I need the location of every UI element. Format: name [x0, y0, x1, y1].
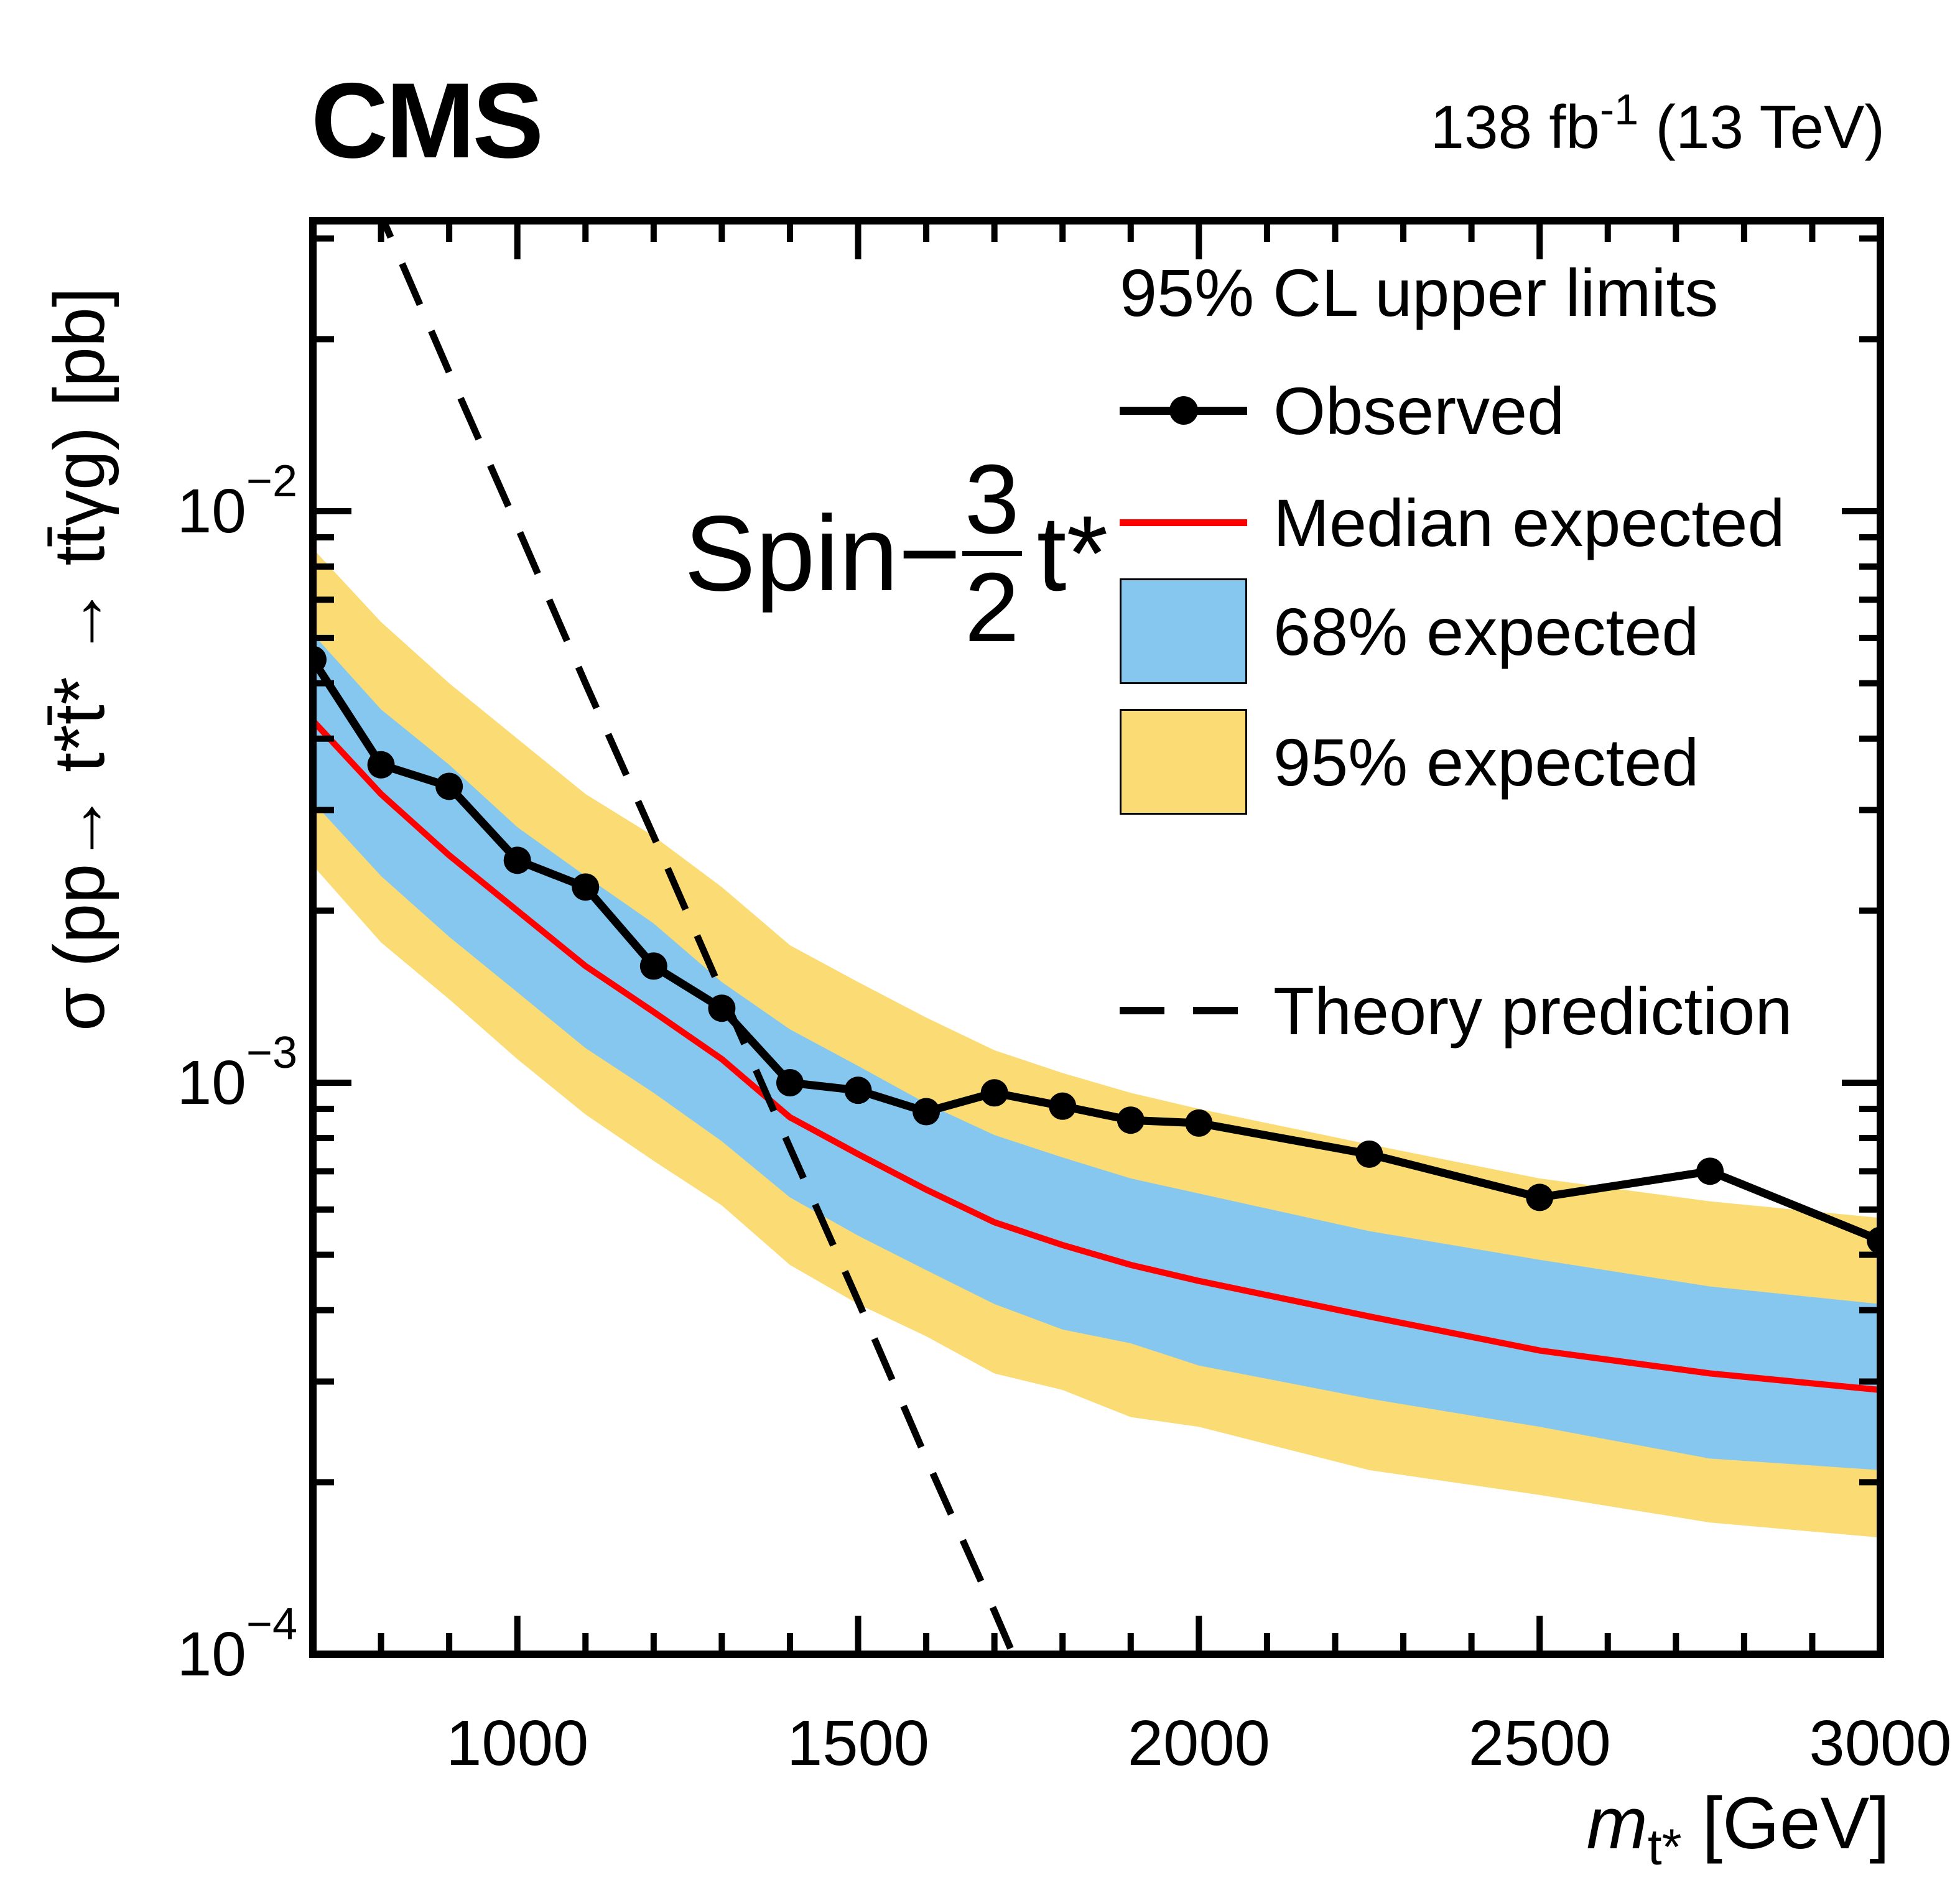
observed-marker — [572, 873, 600, 901]
band-68-expected — [313, 634, 1880, 1470]
x-axis-title: mt* [GeV] — [1587, 1782, 1890, 1876]
legend-item-theory: Theory prediction — [1120, 970, 1792, 1051]
legend-label-band95: 95% expected — [1273, 724, 1699, 800]
observed-marker — [367, 751, 395, 779]
spin-particle: t* — [1036, 494, 1108, 613]
observed-marker — [980, 1079, 1008, 1107]
median-expected-line — [313, 718, 1880, 1394]
fraction-numerator: 3 — [964, 445, 1019, 554]
axis-ticks — [310, 221, 1883, 1657]
legend-label-observed: Observed — [1273, 373, 1565, 448]
y-tick-labels: 10−2 10−3 10−4 — [177, 456, 297, 1689]
observed-marker — [1696, 1157, 1724, 1185]
theory-prediction-line — [379, 221, 1017, 1654]
lumi-suffix: (13 TeV) — [1638, 93, 1885, 161]
observed-marker — [1049, 1092, 1077, 1120]
legend-title: 95% CL upper limits — [1120, 255, 1719, 330]
fraction-bar — [962, 551, 1022, 556]
observed-marker — [776, 1069, 804, 1096]
band68-box — [1120, 578, 1247, 684]
luminosity-label: 138 fb-1 (13 TeV) — [1430, 85, 1885, 162]
spin-annotation: Spin− 3 2 t* — [684, 438, 1108, 669]
observed-marker — [708, 994, 736, 1022]
fraction-denominator: 2 — [964, 553, 1019, 662]
plot-area — [313, 221, 1880, 1654]
plot-frame — [309, 217, 1884, 1658]
spin-prefix: Spin− — [684, 494, 961, 613]
spin-fraction: 3 2 — [962, 445, 1022, 662]
observed-marker — [1526, 1183, 1554, 1211]
observed-marker — [1355, 1140, 1383, 1168]
legend-label-band68: 68% expected — [1273, 593, 1699, 669]
observed-marker — [844, 1077, 872, 1104]
lumi-superscript: -1 — [1599, 85, 1639, 134]
observed-marker — [435, 772, 463, 800]
observed-marker — [913, 1098, 941, 1126]
x-tick-label: 2000 — [1128, 1707, 1270, 1779]
legend-item-median: Median expected — [1120, 482, 1785, 563]
legend-item-observed: Observed — [1120, 370, 1564, 451]
x-tick-label: 2500 — [1469, 1707, 1611, 1779]
observed-marker — [1117, 1106, 1145, 1134]
observed-markers — [313, 646, 1880, 1254]
observed-marker-icon — [1120, 396, 1247, 425]
x-tick-label: 1500 — [787, 1707, 929, 1779]
lumi-prefix: 138 fb — [1430, 93, 1600, 161]
legend-item-band95: 95% expected — [1120, 709, 1699, 815]
observed-dot-swatch — [1169, 396, 1198, 425]
median-marker-icon — [1120, 519, 1247, 526]
band95-box — [1120, 709, 1247, 815]
y-axis-title: σ (pp→ t*t̄* → tt̄γg) [pb] — [40, 287, 119, 1031]
cms-logo-text: CMS — [311, 61, 544, 180]
x-tick-label: 1000 — [446, 1707, 588, 1779]
theory-dash-icon — [1120, 1003, 1247, 1018]
x-tick-label: 3000 — [1809, 1707, 1951, 1779]
band95-swatch-icon — [1120, 709, 1247, 815]
observed-marker — [639, 952, 667, 980]
x-tick-labels: 1000 1500 2000 2500 3000 — [446, 1707, 1951, 1779]
y-tick-label: 10−2 — [177, 456, 297, 546]
legend-label-theory: Theory prediction — [1273, 973, 1793, 1049]
observed-marker — [503, 846, 531, 874]
median-line-swatch — [1120, 519, 1247, 526]
observed-line — [313, 657, 1880, 1244]
y-tick-label: 10−4 — [177, 1600, 297, 1689]
legend-label-median: Median expected — [1273, 484, 1785, 560]
band68-swatch-icon — [1120, 578, 1247, 684]
legend-item-band68: 68% expected — [1120, 578, 1699, 684]
y-tick-label: 10−3 — [177, 1028, 297, 1118]
observed-marker — [1185, 1109, 1213, 1137]
